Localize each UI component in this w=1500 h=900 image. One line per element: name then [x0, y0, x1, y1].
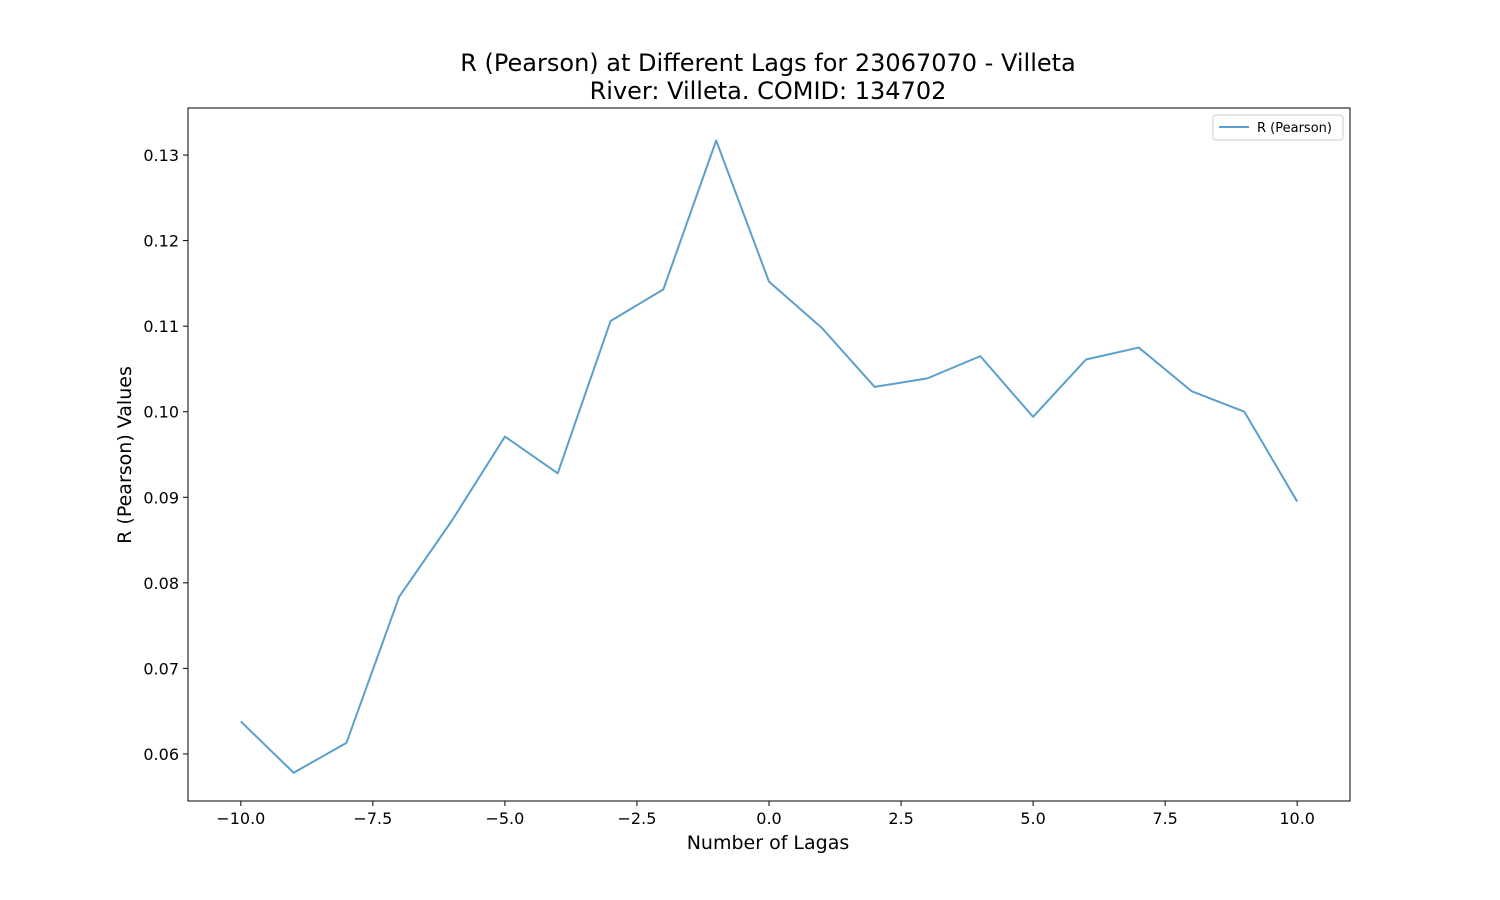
data-point: [293, 772, 295, 774]
x-tick-label: 7.5: [1152, 809, 1177, 828]
data-point: [768, 281, 770, 283]
legend-label: R (Pearson): [1257, 121, 1332, 136]
x-tick-label: −10.0: [216, 809, 265, 828]
x-tick-label: −5.0: [485, 809, 524, 828]
x-tick-label: 5.0: [1020, 809, 1045, 828]
x-axis-label: Number of Lagas: [687, 832, 850, 854]
data-point: [345, 742, 347, 744]
y-tick-group: 0.06 0.07 0.08 0.09 0.10 0.11 0.12 0.13: [143, 146, 188, 764]
x-tick-label: 2.5: [888, 809, 913, 828]
y-tick-label: 0.09: [143, 488, 179, 507]
data-point: [1085, 359, 1087, 361]
y-tick-label: 0.06: [143, 745, 179, 764]
data-point: [1191, 390, 1193, 392]
series-group: [240, 139, 1299, 774]
chart-title: R (Pearson) at Different Lags for 230670…: [460, 49, 1076, 77]
data-point: [979, 355, 981, 357]
data-point: [874, 386, 876, 388]
y-tick-label: 0.11: [143, 317, 179, 336]
data-point: [821, 327, 823, 329]
data-point: [1243, 411, 1245, 413]
data-point: [1138, 347, 1140, 349]
y-tick-label: 0.07: [143, 659, 179, 678]
data-point: [926, 377, 928, 379]
x-tick-label: −7.5: [353, 809, 392, 828]
legend-box: [1212, 114, 1344, 141]
data-point: [610, 320, 612, 322]
data-point: [451, 519, 453, 521]
x-tick-label: 10.0: [1279, 809, 1315, 828]
data-point: [662, 288, 664, 290]
data-point: [1296, 501, 1298, 503]
y-tick-label: 0.10: [143, 403, 179, 422]
x-tick-group: −10.0 −7.5 −5.0 −2.5 0.0 2.5 5.0 7.5 10.0: [216, 801, 1315, 828]
y-tick-label: 0.13: [143, 146, 179, 165]
data-point: [715, 140, 717, 142]
plot-area-frame: [187, 107, 1351, 802]
y-axis-label: R (Pearson) Values: [114, 366, 136, 544]
x-tick-label: 0.0: [756, 809, 781, 828]
data-point: [557, 472, 559, 474]
series-line: [240, 139, 1299, 774]
data-point: [398, 596, 400, 598]
y-tick-label: 0.12: [143, 232, 179, 251]
x-tick-label: −2.5: [618, 809, 657, 828]
data-point: [240, 720, 242, 722]
legend: R (Pearson): [1212, 114, 1344, 141]
chart-subtitle: River: Villeta. COMID: 134702: [590, 77, 947, 105]
y-tick-label: 0.08: [143, 574, 179, 593]
data-point: [504, 436, 506, 438]
data-point: [1032, 416, 1034, 418]
